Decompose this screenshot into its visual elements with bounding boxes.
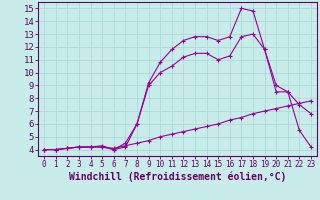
X-axis label: Windchill (Refroidissement éolien,°C): Windchill (Refroidissement éolien,°C) [69,172,286,182]
